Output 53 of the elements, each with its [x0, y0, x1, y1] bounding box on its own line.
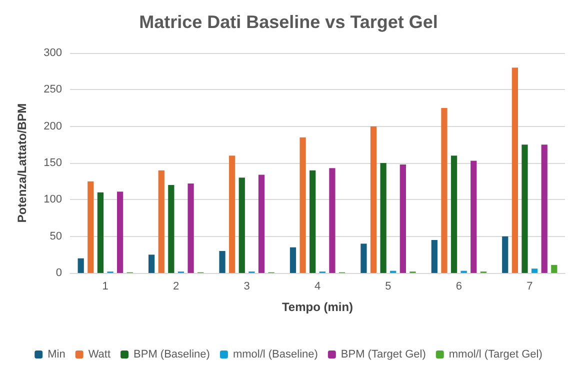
- bar: [258, 174, 265, 273]
- x-tick-label: 7: [526, 280, 533, 292]
- bar: [522, 144, 528, 273]
- bar: [78, 258, 84, 273]
- x-tick-label: 2: [173, 280, 180, 292]
- x-tick-label: 5: [385, 280, 392, 292]
- bar: [168, 185, 174, 273]
- bar: [188, 184, 194, 273]
- chart-title: Matrice Dati Baseline vs Target Gel: [139, 12, 438, 32]
- bar: [512, 68, 518, 273]
- y-axis-title: Potenza/Lattato/BPM: [15, 103, 29, 223]
- bar: [431, 240, 438, 273]
- bar: [219, 251, 226, 273]
- bar: [551, 264, 558, 273]
- bar: [148, 254, 155, 273]
- bar: [238, 178, 245, 273]
- bar: [470, 160, 477, 273]
- legend-label: mmol/l (Baseline): [232, 348, 318, 360]
- y-tick-label: 200: [44, 120, 62, 132]
- bar: [229, 156, 236, 273]
- bar: [290, 247, 296, 273]
- bar: [97, 192, 104, 273]
- bar: [380, 163, 386, 273]
- bar: [310, 170, 316, 273]
- bar: [400, 164, 406, 273]
- bar: [117, 192, 124, 273]
- bar: [531, 268, 538, 273]
- bar: [158, 170, 164, 273]
- bar: [360, 244, 367, 273]
- y-tick-label: 300: [44, 47, 62, 59]
- bar: [502, 236, 508, 273]
- x-tick-label: 3: [244, 280, 250, 292]
- x-axis-title: Tempo (min): [282, 300, 354, 314]
- y-tick-label: 0: [56, 267, 62, 279]
- bar: [300, 137, 306, 273]
- legend-label: BPM (Target Gel): [340, 348, 426, 360]
- y-tick-label: 150: [44, 157, 62, 169]
- bar: [370, 126, 377, 273]
- x-tick-label: 4: [314, 280, 321, 292]
- y-tick-label: 100: [44, 194, 62, 206]
- bar: [88, 181, 94, 273]
- x-tick-label: 1: [102, 280, 108, 292]
- x-tick-label: 6: [456, 280, 462, 292]
- legend-label: BPM (Baseline): [134, 348, 210, 360]
- y-tick-label: 50: [50, 230, 62, 242]
- legend-label: mmol/l (Target Gel): [448, 348, 542, 360]
- legend-label: Watt: [88, 348, 111, 360]
- bar: [329, 168, 336, 273]
- legend-label: Min: [48, 348, 66, 360]
- y-tick-label: 250: [44, 84, 62, 96]
- bar: [450, 156, 458, 273]
- bar: [541, 144, 548, 273]
- bar: [441, 108, 448, 273]
